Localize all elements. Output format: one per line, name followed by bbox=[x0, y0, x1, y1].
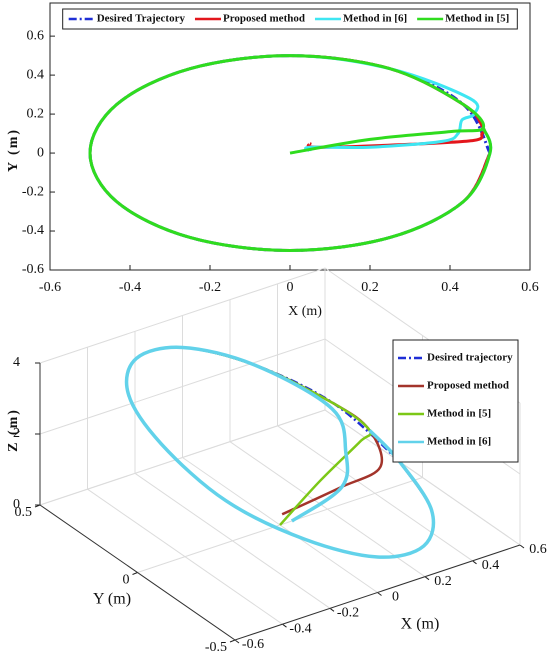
line bbox=[88, 54, 493, 253]
legend-label: Desired trajectory bbox=[427, 352, 513, 364]
y-tick-label: -0.2 bbox=[22, 184, 44, 199]
x-tick-label: 0 bbox=[287, 280, 294, 295]
x-tick-label: 0.2 bbox=[361, 280, 379, 295]
x-tick-label: -0.6 bbox=[39, 280, 61, 295]
legend-label: Method in [5] bbox=[445, 13, 509, 25]
x-tick bbox=[424, 576, 430, 581]
x-axis-label: X (m) bbox=[288, 304, 322, 319]
x-tick-label: -0.2 bbox=[337, 606, 359, 621]
legend-label: Method in [6] bbox=[427, 436, 491, 448]
grid-line bbox=[39, 409, 521, 546]
y-tick-label: 0.6 bbox=[27, 28, 45, 43]
y-tick-label: 0 bbox=[123, 573, 130, 588]
legend-box bbox=[62, 8, 518, 30]
line bbox=[125, 346, 435, 559]
legend-label: Proposed method bbox=[223, 13, 305, 25]
x-tick-label: 0 bbox=[392, 590, 399, 605]
x-tick bbox=[234, 639, 240, 644]
axis-line bbox=[39, 363, 521, 641]
y-tick-label: 0 bbox=[37, 145, 44, 160]
line bbox=[125, 346, 435, 559]
y-tick-label: -0.4 bbox=[22, 223, 44, 238]
z-tick-label: 2 bbox=[13, 426, 20, 441]
x-tick-label: 0.6 bbox=[521, 280, 539, 295]
x-axis-label: X (m) bbox=[401, 616, 440, 633]
x-tick-label: -0.4 bbox=[289, 621, 311, 636]
line bbox=[125, 346, 435, 559]
z-tick-label: 4 bbox=[13, 355, 20, 370]
x-tick bbox=[329, 607, 335, 612]
x-tick-label: 0.4 bbox=[482, 558, 500, 573]
x-tick bbox=[377, 592, 382, 596]
x-tick-label: -0.6 bbox=[242, 637, 264, 652]
plot-area bbox=[49, 2, 531, 271]
y-tick-label: 0.5 bbox=[15, 505, 33, 520]
y-tick-label: -0.6 bbox=[22, 262, 44, 277]
y-tick-label: 0.4 bbox=[27, 67, 45, 82]
x-tick-label: 0.2 bbox=[434, 574, 452, 589]
y-tick-label: -0.5 bbox=[205, 640, 227, 652]
y-axis-label: Y (m) bbox=[6, 128, 21, 172]
z-axis-label: Z (m) bbox=[6, 408, 21, 452]
x-tick-label: 0.4 bbox=[441, 280, 459, 295]
line bbox=[124, 345, 436, 559]
x-tick bbox=[472, 560, 477, 565]
legend-label: Desired Trajectory bbox=[97, 13, 186, 25]
y-tick bbox=[229, 639, 236, 643]
y-tick-label: 0.2 bbox=[27, 106, 45, 121]
z-tick-label: 0 bbox=[13, 497, 20, 512]
legend-label: Proposed method bbox=[427, 380, 509, 392]
legend-label: Method in [6] bbox=[343, 13, 407, 25]
y-tick bbox=[132, 572, 138, 575]
x-tick-label: -0.4 bbox=[119, 280, 141, 295]
x-tick bbox=[282, 623, 287, 628]
x-tick-label: 0.6 bbox=[529, 542, 547, 557]
x-tick bbox=[519, 544, 525, 549]
y-axis-label: Y (m) bbox=[93, 591, 131, 608]
legend-label: Method in [5] bbox=[427, 408, 491, 420]
legend: Desired Trajectory Proposed method Method … bbox=[62, 8, 518, 30]
x-tick-label: -0.2 bbox=[199, 280, 221, 295]
